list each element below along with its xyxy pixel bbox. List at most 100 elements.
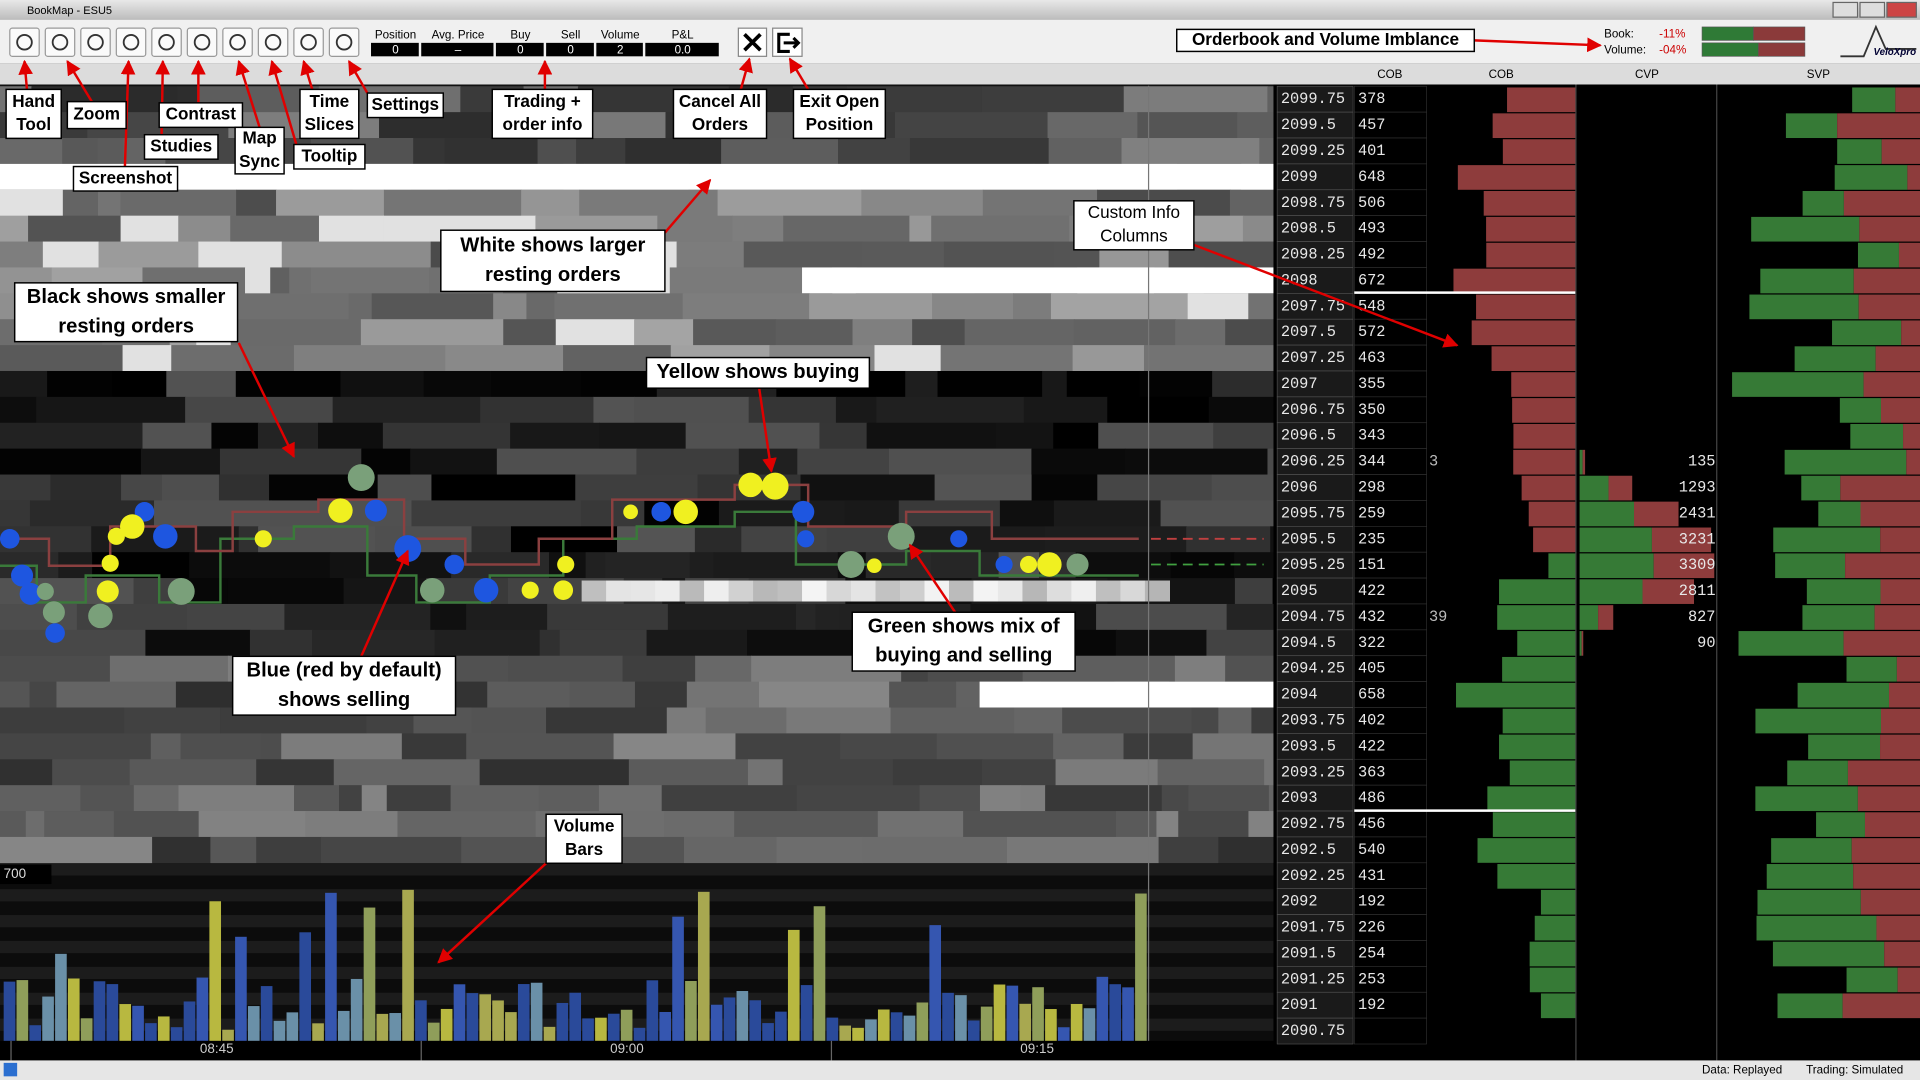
heat-cell [838,138,911,165]
tool-button[interactable] [328,27,360,57]
heat-cell [62,189,99,217]
cob-value: 355 [1358,375,1386,393]
heat-cell [36,396,186,424]
price-cell [1276,940,1354,967]
price: 2094.75 [1281,608,1345,626]
heat-cell [80,785,135,812]
volume-bar [505,1012,517,1041]
tool-button[interactable] [151,27,182,57]
tool-button[interactable] [293,27,324,57]
tool-button[interactable] [186,27,218,57]
price: 2093.75 [1281,711,1345,729]
callout-arrow [66,59,93,103]
tool-button[interactable] [9,27,40,57]
minimize-button[interactable] [1832,1,1859,18]
price: 2098 [1281,271,1318,289]
heat-cell [1212,370,1275,398]
price-cell [1276,370,1354,398]
volume-bar [569,992,582,1041]
svp-bar [1787,760,1848,786]
cob-value: 378 [1358,90,1386,108]
tool-button[interactable] [257,27,289,57]
trade-bubble [11,564,34,587]
price-cell [1276,966,1354,993]
tool-button[interactable] [44,27,76,57]
svp-bar [1766,864,1854,889]
price: 2096 [1281,479,1318,497]
tool-icon [158,33,175,51]
close-button[interactable] [1886,1,1917,18]
heat-cell [230,215,320,243]
callout-arrow [663,178,712,234]
heat-cell [981,86,1125,113]
heat-cell [1267,448,1275,476]
heat-cell [685,422,821,450]
volume-bar [633,1027,646,1041]
tool-button[interactable] [80,27,111,57]
cvp-value: 1293 [1679,479,1716,497]
cvp-bar [1608,475,1633,501]
svp-bar [1775,553,1846,579]
trade-bubble [995,555,1013,574]
price: 2096.5 [1281,427,1336,445]
cvp-bar [1651,527,1712,553]
heat-cell [0,681,31,709]
heat-cell [800,474,936,502]
trade-bubble [792,500,815,523]
price-line [0,510,1139,604]
heat-cell [576,138,626,165]
heat-cell [634,681,688,709]
heat-cell [782,759,894,786]
info-icon[interactable] [3,1062,18,1077]
price: 2095 [1281,582,1318,600]
heat-cell [1120,580,1146,602]
callout-text: Columns [1100,225,1168,245]
volume-scale: 700 [4,866,26,881]
heat-cell [1264,759,1275,786]
heat-cell [294,785,340,812]
heat-cell [889,681,957,709]
volume-label: Volume: [1604,43,1646,56]
heat-cell [445,345,564,372]
tool-button[interactable] [115,27,147,57]
cob-value: 322 [1358,634,1386,652]
tool-button[interactable] [222,27,253,57]
heat-cell [305,811,399,838]
time-label: 09:15 [1020,1041,1054,1056]
volume-bar [980,1006,993,1041]
heat-cell [122,345,172,372]
cob-bar [1513,449,1576,475]
volume-stripe [0,940,1274,954]
svp-bar [1732,372,1864,397]
heat-cell [554,293,684,320]
price: 2091.5 [1281,944,1336,962]
heat-cell [877,811,964,838]
maximize-button[interactable] [1859,1,1886,18]
cob-bar [1540,889,1576,915]
volume-bar [659,1011,672,1041]
price: 2097.75 [1281,297,1345,315]
callout-text: Hand [12,91,55,111]
volume-bar [710,1004,723,1041]
cob-bar [1534,915,1576,941]
volume-bar [646,980,659,1041]
cvp-bar [1634,501,1679,527]
column-header: CVP [1635,68,1659,81]
volume-bar [762,1023,774,1041]
svp-bar [1772,941,1885,967]
heat-cell [1062,707,1193,734]
cob-value: 259 [1358,504,1386,522]
cob-value: 405 [1358,660,1386,678]
svp-bar [1860,889,1920,915]
svp-bar [1906,449,1920,475]
callout-text: Green shows mix of [868,615,1060,637]
cob-cell [1353,966,1427,993]
tool-icon [51,33,69,51]
heat-cell [625,138,722,165]
heat-cell [937,370,1043,398]
tool-icon [87,33,104,51]
callout-text: resting orders [485,264,621,286]
cob-value: 192 [1358,996,1386,1014]
heat-cell [227,578,345,605]
callout-text: buying and selling [875,645,1052,667]
